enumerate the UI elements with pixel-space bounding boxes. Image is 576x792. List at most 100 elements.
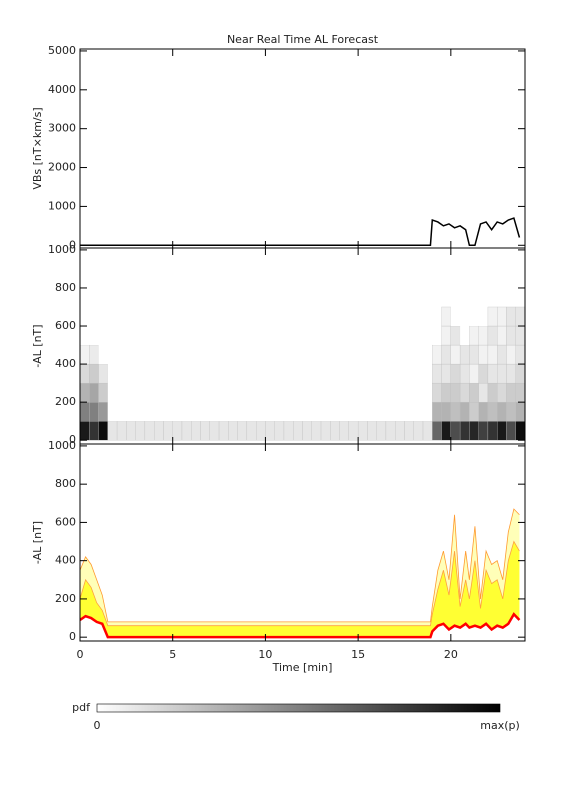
heatmap-cell [487,306,498,327]
heatmap-cell [218,421,229,441]
heatmap-cell [497,306,507,327]
heatmap-cell [154,306,164,327]
heatmap-cell [321,306,331,327]
heatmap-cell [506,363,516,384]
heatmap-cell [441,401,451,422]
heatmap-cell [339,345,349,365]
data-line [80,217,521,247]
heatmap-cell [423,326,433,346]
heatmap-cell [515,382,525,403]
colorbar [96,703,501,713]
heatmap-cell [487,344,498,365]
heatmap-cell [423,402,433,422]
heatmap-cell [385,345,396,365]
heatmap-cell [144,402,155,422]
heatmap-cell [117,306,127,327]
heatmap-cell [385,402,396,422]
heatmap-cell [181,345,192,365]
heatmap-cell [432,306,442,327]
heatmap-cell [385,421,396,441]
y-tick-label: 1000 [48,439,76,452]
heatmap-cell [478,363,489,384]
heatmap-cell [283,326,294,346]
heatmap-cell [385,326,396,346]
heatmap-cell [265,421,275,441]
heatmap-cell [181,421,192,441]
heatmap-cell [163,402,173,422]
heatmap-cell [219,326,229,346]
heatmap-cell [450,325,461,346]
heatmap-cell [385,364,396,384]
heatmap-cell [209,306,220,327]
heatmap-cell [469,363,479,384]
heatmap-cell [200,383,210,403]
heatmap-cell [191,345,201,365]
heatmap-cell [330,383,340,403]
heatmap-cell [339,383,349,403]
heatmap-cell [367,306,377,327]
heatmap-cell [358,326,368,346]
heatmap-cell [478,306,488,327]
heatmap-cell [404,326,414,346]
heatmap-cell [293,421,303,441]
heatmap-cell [385,306,396,327]
heatmap-cell [80,326,90,346]
heatmap-cell [144,421,155,441]
heatmap-cell [404,364,414,384]
heatmap-cell [219,402,229,422]
heatmap-cell [80,363,90,384]
heatmap-cell [478,344,489,365]
heatmap-cell [256,364,266,384]
heatmap-cell [265,383,275,403]
heatmap-cell [80,306,90,327]
heatmap-cell [293,383,303,403]
heatmap-cell [358,364,368,384]
heatmap-cell [423,306,433,327]
heatmap-cell [441,325,451,346]
heatmap-cell [459,401,470,422]
heatmap-cell [506,325,516,346]
heatmap-cell [274,345,284,365]
heatmap-cell [283,364,294,384]
heatmap-cell [311,421,322,441]
heatmap-cell [357,421,368,441]
heatmap-cell [219,364,229,384]
heatmap-cell [515,325,525,346]
heatmap-cell [135,383,145,403]
heatmap-cell [469,306,479,327]
heatmap-cell [413,421,424,441]
heatmap-cell [172,326,182,346]
heatmap-cell [358,306,368,327]
heatmap-cell [246,306,257,327]
heatmap-cell [80,401,90,422]
heatmap-cell [450,382,461,403]
x-tick-label: 15 [351,648,365,661]
heatmap-cell [497,325,507,346]
heatmap-cell [126,421,136,441]
x-tick-label: 5 [169,648,176,661]
heatmap-cell [459,344,470,365]
heatmap-cell [441,382,451,403]
heatmap-cell [209,345,220,365]
heatmap-cell [98,345,108,365]
heatmap-cell [302,383,312,403]
heatmap-cell [487,325,498,346]
heatmap-cell [228,421,238,441]
heatmap-cell [376,402,386,422]
heatmap-cell [135,421,146,441]
heatmap-cell [497,401,507,422]
heatmap-cell [330,364,340,384]
y-axis-label: -AL [nT] [31,521,44,564]
heatmap-cell [246,326,257,346]
heatmap-cell [321,326,331,346]
heatmap-cell [321,383,331,403]
heatmap-cell [191,383,201,403]
heatmap-cell [404,402,414,422]
heatmap-cell [367,345,377,365]
heatmap-cell [450,306,461,327]
heatmap-cell [181,383,192,403]
heatmap-cell [172,364,182,384]
heatmap-cell [135,345,145,365]
heatmap-cell [191,326,201,346]
y-tick-label: 5000 [48,44,76,57]
